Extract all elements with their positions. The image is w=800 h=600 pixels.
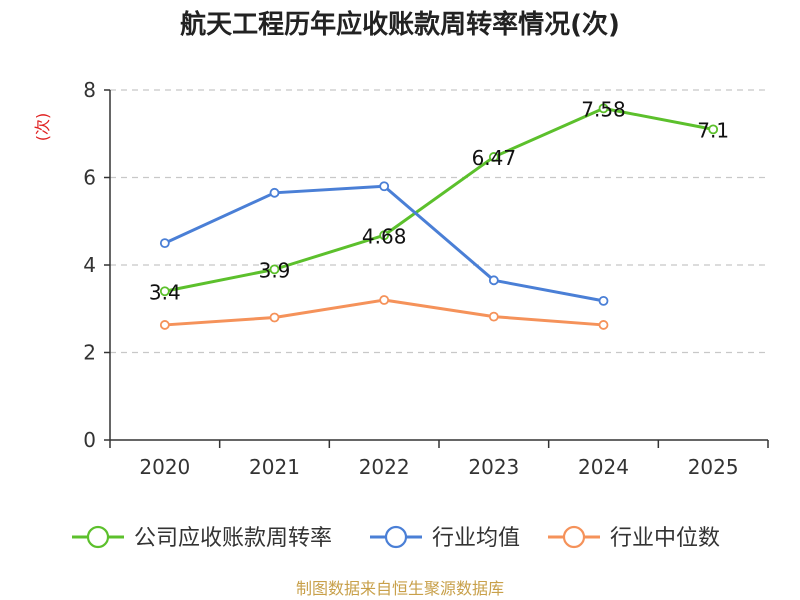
x-tick-label: 2025: [688, 455, 739, 479]
y-tick-label: 8: [83, 78, 96, 102]
data-point[interactable]: [379, 230, 390, 241]
legend-marker: [86, 525, 110, 549]
data-label: 7.58: [581, 97, 626, 121]
data-point[interactable]: [269, 264, 280, 275]
data-point[interactable]: [598, 103, 609, 114]
legend-label: 行业中位数: [610, 526, 720, 551]
x-tick-label: 2021: [249, 455, 300, 479]
y-tick-label: 6: [83, 166, 96, 190]
series-line-0: [164, 106, 714, 293]
data-point[interactable]: [269, 187, 280, 198]
y-tick-label: 2: [83, 341, 96, 365]
data-point[interactable]: [598, 295, 609, 306]
legend-label: 公司应收账款周转率: [134, 526, 332, 551]
data-point[interactable]: [269, 312, 280, 323]
data-labels: 3.4 3.9 4.68 6.47 7.58 7.1: [149, 97, 729, 304]
legend[interactable]: 公司应收账款周转率 行业均值 行业中位数: [72, 525, 720, 551]
data-point[interactable]: [379, 181, 390, 192]
x-tick-label: 2022: [359, 455, 410, 479]
chart-title: 航天工程历年应收账款周转率情况(次): [180, 9, 620, 40]
data-point[interactable]: [488, 311, 499, 322]
axes: 0 2 4 6 8 2020 2021 2022 2023 2024 2025: [83, 78, 769, 479]
data-point[interactable]: [488, 275, 499, 286]
source-note: 制图数据来自恒生聚源数据库: [296, 579, 504, 598]
data-label: 3.9: [259, 258, 291, 282]
data-point[interactable]: [159, 286, 170, 297]
grid: [110, 89, 768, 354]
y-axis-label: (次): [33, 113, 52, 142]
data-point[interactable]: [159, 320, 170, 330]
data-label: 7.1: [697, 118, 729, 142]
series: [159, 103, 719, 330]
data-point[interactable]: [379, 295, 390, 305]
data-point[interactable]: [159, 238, 170, 249]
legend-marker: [384, 525, 408, 549]
data-label: 4.68: [362, 224, 407, 248]
data-point[interactable]: [708, 124, 719, 135]
y-tick-label: 0: [83, 428, 96, 452]
x-tick-label: 2023: [468, 455, 519, 479]
y-tick-label: 4: [83, 253, 96, 277]
x-tick-label: 2024: [578, 455, 629, 479]
data-point[interactable]: [598, 320, 609, 330]
legend-marker: [562, 525, 586, 549]
x-tick-label: 2020: [139, 455, 190, 479]
legend-item-2[interactable]: 行业中位数: [548, 525, 720, 551]
legend-label: 行业均值: [432, 526, 520, 551]
data-label: 3.4: [149, 280, 181, 304]
legend-item-1[interactable]: 行业均值: [370, 525, 520, 551]
data-label: 6.47: [472, 146, 517, 170]
data-point[interactable]: [488, 152, 499, 162]
legend-item-0[interactable]: 公司应收账款周转率: [72, 525, 332, 551]
